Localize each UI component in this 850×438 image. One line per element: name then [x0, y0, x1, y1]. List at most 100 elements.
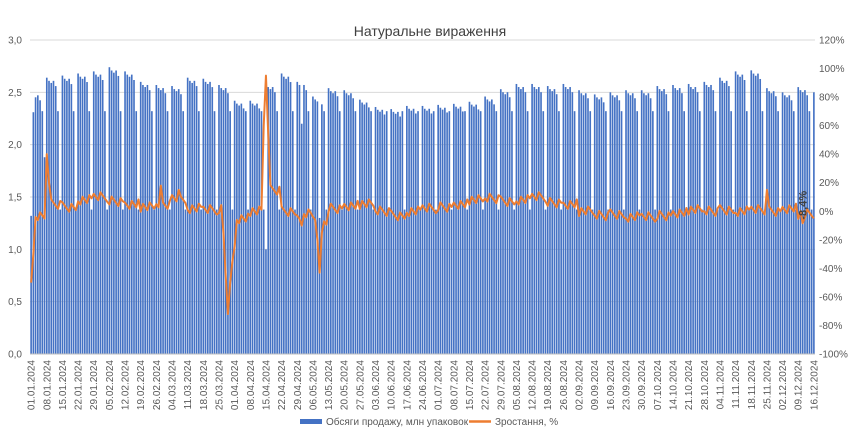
y-right-tick-label: 100%	[819, 64, 845, 75]
bar	[399, 116, 401, 354]
bar	[658, 89, 661, 355]
bar	[345, 93, 348, 354]
bar	[276, 111, 278, 354]
y-left-tick-label: 1,5	[8, 193, 22, 204]
bar	[101, 80, 104, 354]
bar	[479, 111, 482, 354]
bar	[535, 89, 538, 354]
bar	[797, 87, 800, 354]
bar	[598, 99, 600, 354]
bar	[75, 209, 77, 354]
bar	[540, 92, 542, 355]
bar	[90, 209, 93, 354]
x-tick-label: 29.07.2024	[496, 360, 507, 410]
bar	[347, 95, 350, 354]
bar	[142, 84, 144, 354]
bar	[629, 95, 632, 354]
bar	[669, 209, 672, 354]
bar	[50, 82, 53, 355]
y-right-tick-label: 0%	[819, 207, 834, 218]
bar	[124, 71, 126, 355]
bar	[578, 90, 580, 355]
bar	[488, 101, 491, 354]
bar	[777, 111, 779, 354]
bar	[580, 93, 583, 354]
bar	[419, 209, 422, 354]
x-tick-label: 22.01.2024	[74, 360, 85, 410]
bar	[151, 111, 153, 354]
axes: 0,0 0,5 1,0 1,5 2,0 2,5 3,0 -100% -80% -60% -40% -2…	[8, 36, 848, 411]
bar	[640, 90, 643, 355]
bar	[110, 70, 113, 354]
bar	[441, 109, 444, 354]
bar	[63, 78, 66, 354]
bar	[674, 88, 677, 354]
bar	[318, 217, 321, 354]
bar	[327, 88, 330, 355]
bar	[274, 92, 276, 355]
bar	[768, 91, 770, 355]
bar	[609, 92, 612, 354]
bar	[544, 209, 547, 354]
bar	[57, 111, 59, 354]
bar	[343, 90, 346, 355]
bar	[70, 84, 73, 354]
bar	[542, 111, 545, 354]
bar	[66, 80, 68, 354]
bar	[414, 113, 417, 355]
bar	[435, 209, 437, 354]
bar	[388, 209, 390, 354]
bar	[383, 114, 386, 354]
bar	[665, 94, 668, 354]
bar	[119, 111, 122, 354]
bar	[564, 87, 567, 354]
x-tick-label: 29.01.2024	[89, 360, 100, 410]
legend-swatch-volume	[300, 419, 322, 424]
bar	[730, 111, 732, 354]
bar	[247, 209, 249, 354]
bar	[291, 111, 294, 354]
bar	[591, 209, 594, 354]
bar	[616, 95, 618, 354]
bar	[30, 215, 32, 354]
bar	[786, 97, 788, 354]
bar	[584, 93, 587, 354]
bar	[745, 111, 748, 354]
bar	[303, 84, 305, 354]
bar	[652, 111, 654, 354]
bar	[88, 111, 91, 354]
x-tick-label: 20.05.2024	[340, 360, 351, 410]
bar	[361, 102, 363, 354]
bar	[450, 209, 453, 354]
annotation-label: -8,4%	[798, 191, 810, 220]
bar	[104, 111, 106, 354]
x-tick-label: 01.04.2024	[230, 360, 241, 410]
bar	[560, 209, 562, 354]
bar	[533, 87, 536, 354]
bar	[716, 209, 719, 354]
bar	[135, 111, 138, 354]
bar	[385, 111, 388, 354]
bar	[638, 209, 641, 354]
bar	[660, 91, 663, 355]
bar	[334, 91, 337, 355]
bar	[562, 83, 565, 355]
bar	[175, 91, 178, 355]
bar	[341, 209, 343, 354]
bar	[676, 90, 679, 355]
bar	[206, 83, 209, 355]
bar	[634, 98, 636, 354]
bar	[113, 72, 115, 355]
legend-label-growth: Зростання, %	[495, 417, 558, 428]
bar	[714, 111, 717, 354]
y-left-tick-label: 3,0	[8, 36, 22, 47]
bar	[253, 105, 256, 355]
x-tick-label: 12.02.2024	[121, 360, 132, 410]
bar	[589, 111, 592, 354]
bar	[354, 111, 357, 354]
bar	[137, 209, 140, 354]
bar	[524, 92, 527, 355]
bar	[754, 75, 757, 354]
bar	[423, 108, 426, 355]
bar	[173, 89, 176, 355]
